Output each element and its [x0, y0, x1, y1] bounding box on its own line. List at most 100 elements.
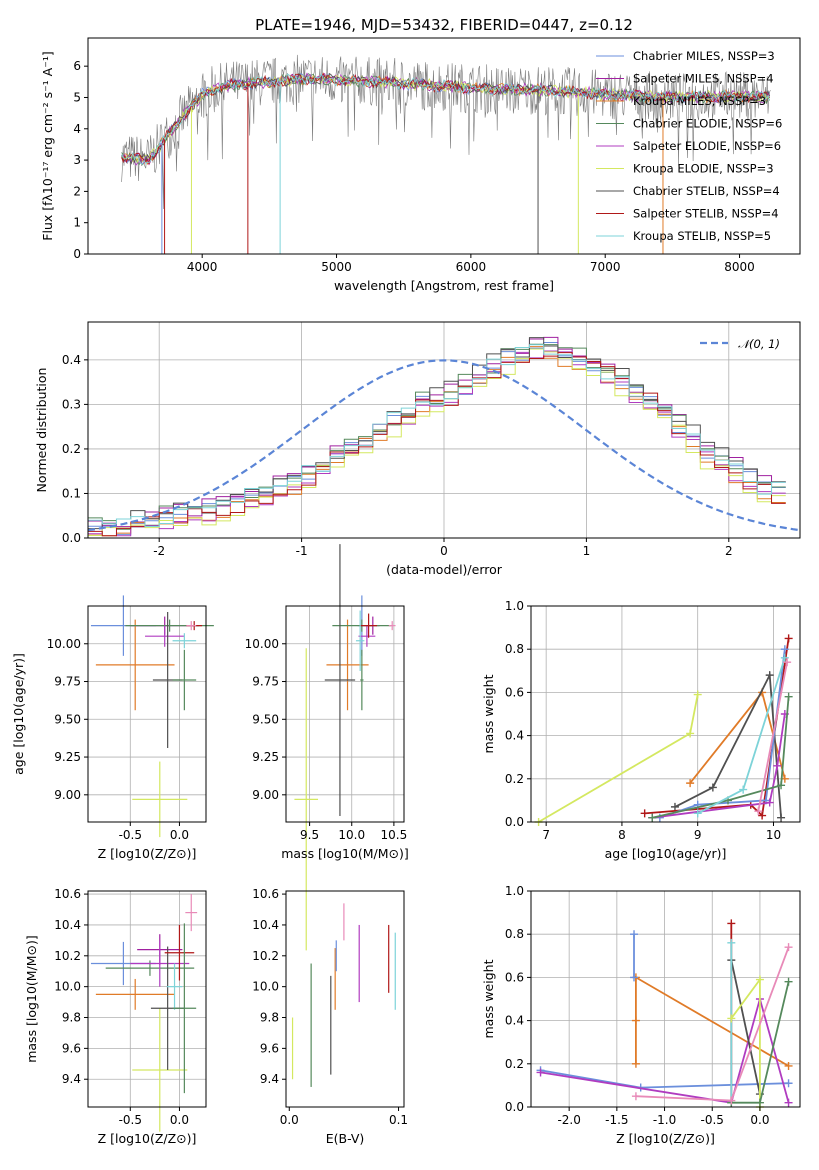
error-bar-point — [172, 633, 197, 649]
y-tick-label: 9.25 — [252, 750, 279, 764]
y-tick-label: 0.4 — [62, 353, 81, 367]
plus-marker — [640, 809, 649, 818]
error-bar-point — [164, 924, 195, 981]
legend-entry: Kroupa ELODIE, NSSP=3 — [633, 162, 774, 176]
x-tick-label: -0.5 — [119, 1113, 142, 1127]
error-bar-point — [166, 963, 183, 1010]
weight-series — [754, 658, 792, 816]
error-bar-point — [186, 621, 197, 631]
y-tick-label: 10.4 — [54, 918, 81, 932]
y-tick-label: 0.3 — [62, 397, 81, 411]
y-tick-label: 10.6 — [252, 887, 279, 901]
plus-marker — [727, 919, 736, 928]
y-tick-label: 0.0 — [505, 815, 524, 829]
x-tick-label: -0.5 — [701, 1113, 724, 1127]
x-tick-label: 0 — [440, 544, 448, 558]
plus-marker — [784, 977, 793, 986]
y-axis-label: Normed distribution — [34, 368, 49, 493]
x-tick-label: 2 — [725, 544, 733, 558]
plus-marker — [783, 658, 792, 667]
y-tick-label: 3 — [73, 153, 81, 167]
x-axis-label: wavelength [Angstrom, rest frame] — [334, 278, 554, 293]
x-axis-label: age [log10(age/yr)] — [605, 846, 727, 861]
x-tick-label: -2 — [153, 544, 165, 558]
x-tick-label: 9.5 — [300, 828, 319, 842]
x-tick-label: 0.0 — [750, 1113, 769, 1127]
series-line — [674, 671, 782, 818]
axes-frame — [87, 605, 207, 823]
plot-area — [121, 54, 771, 254]
y-tick-label: 0.2 — [505, 1057, 524, 1071]
x-tick-label: 8000 — [724, 260, 755, 274]
y-tick-label: 0.1 — [62, 486, 81, 500]
y-tick-label: 0.6 — [505, 685, 524, 699]
weight-series — [670, 671, 786, 822]
plus-marker — [631, 1092, 640, 1101]
plus-marker — [631, 1059, 640, 1068]
model-spectrum-line — [121, 73, 770, 165]
plus-marker — [755, 1098, 764, 1107]
plus-marker — [784, 1079, 793, 1088]
x-tick-label: -1 — [296, 544, 308, 558]
weight-series — [693, 653, 789, 818]
plot-area — [90, 595, 214, 838]
y-tick-label: 9.4 — [62, 1072, 81, 1086]
plus-marker — [777, 813, 786, 822]
histogram-series — [88, 342, 786, 535]
error-bar-point — [355, 610, 365, 671]
x-tick-label: 4000 — [187, 260, 218, 274]
histogram-series — [88, 344, 786, 527]
error-bar-point — [360, 613, 378, 638]
x-tick-label: -0.5 — [119, 828, 142, 842]
y-tick-label: 0.8 — [505, 642, 524, 656]
y-tick-label: 0.0 — [62, 531, 81, 545]
spectrum-panel: 4000 5000 6000 7000 8000 0 1 2 3 4 5 6 wavelength [A… — [40, 37, 801, 293]
axes-frame — [285, 605, 405, 823]
y-tick-label: 1.0 — [505, 884, 524, 898]
x-axis-label: E(B-V) — [326, 1131, 365, 1146]
error-bar-point — [185, 894, 198, 932]
x-axis-label: Z [log10(Z/Z⊙)] — [98, 846, 197, 861]
y-axis-label: age [log10(age/yr)] — [11, 653, 26, 775]
plus-marker — [727, 938, 736, 947]
legend-entry: Chabrier ELODIE, NSSP=6 — [633, 117, 782, 131]
y-tick-label: 10.4 — [252, 918, 279, 932]
error-bar-point — [95, 619, 175, 711]
legend-entry: 𝒩(0, 1) — [738, 337, 780, 351]
axes-frame — [530, 605, 801, 823]
histogram-series — [88, 350, 786, 537]
mass-vs-ebv-panel: 0.0 0.1 9.4 9.6 9.8 10.0 10.2 10.4 10.6 E(B-V) — [252, 887, 408, 1146]
x-axis-label: Z [log10(Z/Z⊙)] — [616, 1131, 715, 1146]
error-bar-point — [130, 940, 190, 987]
normal-curve — [87, 359, 801, 532]
plus-marker — [777, 781, 786, 790]
plus-marker — [784, 1061, 793, 1070]
plot-area — [90, 894, 198, 1132]
series-line — [538, 694, 699, 823]
plus-marker — [693, 809, 702, 818]
y-tick-label: 9.8 — [260, 1011, 279, 1025]
plot-area — [534, 634, 793, 826]
y-tick-label: 0.6 — [505, 970, 524, 984]
y-tick-label: 0.2 — [62, 442, 81, 456]
series-line — [651, 696, 790, 819]
y-tick-label: 0.4 — [505, 1014, 524, 1028]
plus-marker — [784, 692, 793, 701]
series-line — [540, 995, 790, 1104]
plus-marker — [648, 813, 657, 822]
chart-title: PLATE=1946, MJD=53432, FIBERID=0447, z=0… — [255, 16, 633, 34]
y-tick-label: 9.00 — [252, 788, 279, 802]
plus-marker — [754, 807, 763, 816]
plus-marker — [739, 785, 748, 794]
plus-marker — [630, 973, 639, 982]
series-line — [757, 662, 788, 812]
axes-frame — [530, 890, 801, 1108]
plus-marker — [784, 634, 793, 643]
plus-marker — [631, 1016, 640, 1025]
weight-series — [655, 645, 789, 822]
error-bar-point — [172, 923, 197, 1094]
y-tick-label: 2 — [73, 184, 81, 198]
y-tick-label: 6 — [73, 59, 81, 73]
y-tick-label: 0 — [73, 247, 81, 261]
